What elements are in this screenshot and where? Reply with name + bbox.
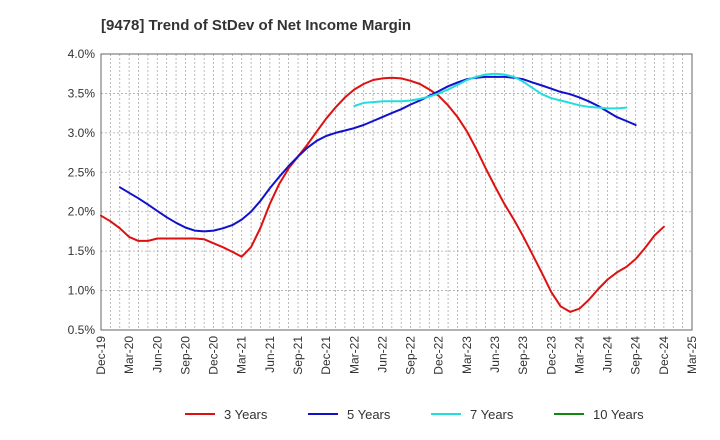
series-line-3-years (100, 76, 665, 313)
x-tick-label: Sep-20 (178, 336, 192, 375)
y-tick-label: 1.0% (68, 284, 96, 298)
legend-label: 3 Years (224, 407, 268, 422)
series-line-7-years (353, 72, 628, 110)
x-tick-label: Jun-20 (150, 336, 164, 373)
x-tick-label: Jun-21 (263, 336, 277, 373)
x-tick-label: Jun-22 (375, 336, 389, 373)
x-tick-label: Dec-20 (207, 336, 221, 375)
x-tick-label: Dec-23 (544, 336, 558, 375)
x-tick-label: Mar-20 (122, 336, 136, 374)
x-tick-label: Mar-23 (460, 336, 474, 374)
x-tick-label: Sep-23 (516, 336, 530, 375)
legend-label: 7 Years (470, 407, 514, 422)
legend: 3 Years 5 Years 7 Years 10 Years (185, 407, 644, 422)
y-tick-label: 3.5% (68, 86, 96, 100)
y-tick-label: 4.0% (68, 47, 96, 61)
y-tick-label: 1.5% (68, 244, 96, 258)
x-tick-label: Mar-22 (347, 336, 361, 374)
x-tick-label: Sep-21 (291, 336, 305, 375)
legend-label: 5 Years (347, 407, 391, 422)
series-line-5-years (118, 75, 637, 233)
x-tick-label: Mar-24 (572, 336, 586, 374)
x-tick-label: Sep-24 (629, 336, 643, 375)
y-tick-label: 3.0% (68, 126, 96, 140)
legend-label: 10 Years (593, 407, 644, 422)
x-tick-label: Mar-21 (235, 336, 249, 374)
y-tick-label: 2.0% (68, 205, 96, 219)
x-tick-label: Dec-24 (657, 336, 671, 375)
x-tick-label: Sep-22 (404, 336, 418, 375)
x-tick-label: Dec-22 (432, 336, 446, 375)
y-tick-label: 2.5% (68, 165, 96, 179)
plot-background (101, 54, 692, 330)
plot-border (100, 53, 693, 331)
x-tick-label: Jun-23 (488, 336, 502, 373)
plot-area: 0.5% 1.0% 1.5% 2.0% 2.5% 3.0% 3.5% 4.0% Dec-19 Ma… (68, 47, 699, 375)
x-tick-label: Jun-24 (601, 336, 615, 373)
x-tick-label: Mar-25 (685, 336, 699, 374)
x-tick-label: Dec-19 (94, 336, 108, 375)
y-tick-label: 0.5% (68, 323, 96, 337)
chart-title: [9478] Trend of StDev of Net Income Marg… (101, 17, 411, 34)
x-tick-label: Dec-21 (319, 336, 333, 375)
